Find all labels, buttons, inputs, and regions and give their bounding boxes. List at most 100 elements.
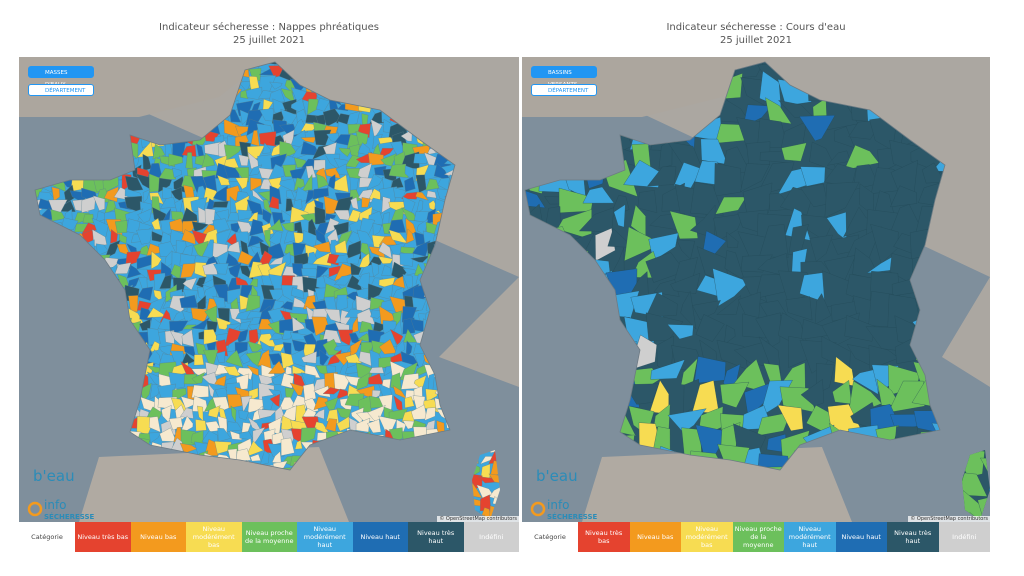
- region: [305, 114, 319, 124]
- legend-item: Indéfini: [938, 522, 990, 552]
- region: [172, 167, 183, 178]
- region: [393, 340, 405, 358]
- region: [214, 375, 227, 387]
- legend-item: Niveau proche de la moyenne: [732, 522, 784, 552]
- coast: [34, 61, 456, 471]
- region: [322, 387, 340, 395]
- region: [715, 196, 747, 215]
- region: [809, 234, 833, 262]
- region: [212, 201, 229, 208]
- region: [293, 177, 305, 192]
- region: [726, 231, 739, 248]
- region: [334, 174, 349, 193]
- region: [355, 417, 371, 433]
- region: [237, 367, 254, 381]
- legend-item: Niveau haut: [352, 522, 408, 552]
- region: [424, 407, 436, 421]
- region: [414, 353, 427, 369]
- region: [225, 349, 244, 368]
- region: [157, 167, 177, 181]
- region: [245, 294, 261, 313]
- region: [716, 295, 741, 315]
- region: [415, 191, 429, 201]
- attribution: © OpenStreetMap contributors: [908, 516, 990, 522]
- attribution: © OpenStreetMap contributors: [437, 516, 519, 522]
- layer-button[interactable]: BASSINS VERSANTS: [531, 66, 597, 88]
- legend-item: Niveau modérément haut: [297, 522, 353, 552]
- region: [322, 329, 342, 344]
- region: [350, 197, 359, 210]
- region: [742, 182, 773, 214]
- region: [371, 261, 380, 278]
- logo-brand: b'eau: [536, 467, 578, 485]
- region: [355, 372, 371, 391]
- panel-date: 25 juillet 2021: [719, 35, 793, 46]
- region: [852, 368, 879, 395]
- layer-button[interactable]: MASSES D'EAUX: [28, 66, 94, 88]
- region: [269, 289, 287, 303]
- region: [346, 253, 361, 265]
- region: [137, 208, 152, 223]
- legend-item: Niveau très haut: [887, 522, 939, 552]
- region: [280, 352, 294, 370]
- region: [238, 409, 250, 421]
- region: [257, 409, 277, 419]
- region: [191, 372, 205, 384]
- region: [268, 196, 279, 210]
- region: [405, 340, 413, 359]
- legend-item: Niveau modérément bas: [681, 522, 733, 552]
- region: [51, 186, 60, 202]
- region: [613, 204, 626, 228]
- region: [413, 153, 430, 164]
- region: [637, 190, 658, 213]
- coast: [524, 61, 946, 471]
- region: [234, 195, 250, 215]
- region: [334, 239, 348, 254]
- region: [195, 419, 207, 432]
- region: [366, 173, 383, 191]
- region: [325, 217, 340, 235]
- region: [128, 295, 139, 313]
- region: [193, 354, 205, 366]
- layer-button[interactable]: DÉPARTEMENT: [28, 84, 94, 96]
- legend-item: Niveau très bas: [75, 522, 131, 552]
- region: [201, 152, 215, 168]
- region: [426, 190, 437, 199]
- region: [202, 262, 218, 275]
- layer-button[interactable]: DÉPARTEMENT: [531, 84, 597, 96]
- region: [259, 131, 277, 147]
- region: [159, 274, 172, 289]
- region: [245, 440, 264, 458]
- region: [756, 412, 791, 437]
- region: [759, 224, 789, 258]
- region: [303, 383, 317, 402]
- region: [213, 185, 229, 203]
- region: [142, 189, 151, 204]
- region: [226, 421, 243, 432]
- region: [315, 265, 330, 281]
- region: [290, 287, 305, 300]
- region: [247, 235, 265, 248]
- region: [61, 217, 79, 230]
- region: [267, 164, 285, 181]
- region: [262, 142, 271, 154]
- region: [305, 165, 317, 179]
- region: [667, 324, 694, 340]
- logo-brand: b'eau: [33, 467, 75, 485]
- region: [104, 239, 121, 259]
- region: [114, 220, 128, 234]
- region: [110, 229, 118, 244]
- region: [114, 262, 132, 275]
- region: [714, 163, 742, 197]
- region: [300, 427, 317, 444]
- region: [368, 366, 384, 374]
- region: [151, 217, 161, 230]
- region: [673, 162, 702, 189]
- region: [192, 395, 209, 412]
- region: [393, 319, 403, 336]
